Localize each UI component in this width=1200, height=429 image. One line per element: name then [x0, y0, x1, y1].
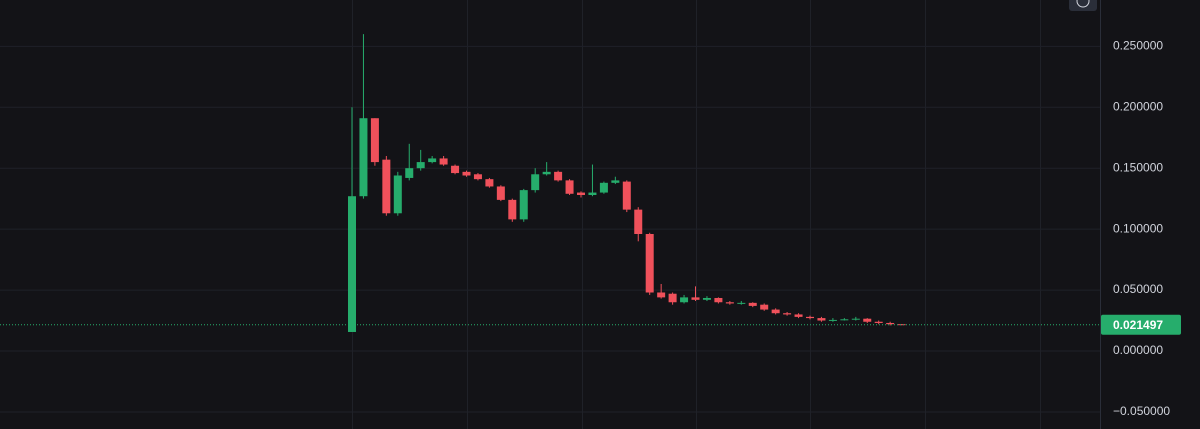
candle-body	[542, 171, 551, 175]
y-tick-label: 0.000000	[1113, 343, 1163, 357]
candle-body	[462, 171, 471, 176]
candle-body	[863, 318, 872, 322]
y-tick-label: 0.250000	[1113, 38, 1163, 52]
candle-body	[519, 190, 528, 220]
candle-body	[760, 304, 769, 310]
candle-body	[691, 297, 700, 300]
candle-body	[886, 322, 895, 325]
candle-body	[840, 319, 849, 321]
candle-body	[565, 180, 574, 194]
candle-body	[634, 209, 643, 234]
candle-body	[348, 196, 356, 332]
candle-body	[405, 168, 414, 178]
candle-body	[668, 293, 677, 303]
candle-body	[783, 313, 792, 315]
candle-body	[657, 292, 666, 298]
candle-body	[874, 321, 883, 323]
candle-body	[771, 309, 780, 314]
candle-body	[473, 174, 482, 180]
candle-body	[897, 324, 906, 326]
candle-body	[806, 316, 814, 319]
candle-body	[359, 118, 368, 197]
settings-button-bg[interactable]	[1069, 0, 1097, 11]
candle-body	[725, 302, 734, 304]
candle-body	[702, 297, 711, 300]
candle-body	[714, 297, 723, 303]
candle-body	[577, 192, 585, 195]
candle-body	[737, 302, 746, 304]
candle-body	[508, 199, 517, 220]
candle-body	[439, 158, 448, 165]
candle-body	[485, 179, 494, 187]
last-price-badge	[1101, 314, 1181, 335]
y-tick-label: −0.050000	[1113, 404, 1170, 418]
y-tick-label: 0.150000	[1113, 160, 1163, 174]
candle-body	[748, 302, 757, 306]
candle-body	[382, 159, 391, 214]
candle-body	[851, 318, 860, 320]
candle-body	[828, 319, 837, 321]
candle-body	[622, 181, 631, 210]
candle-body	[794, 314, 803, 317]
y-tick-label: 0.200000	[1113, 99, 1163, 113]
candle-body	[588, 192, 597, 195]
candles	[348, 34, 906, 332]
y-tick-label: 0.100000	[1113, 221, 1163, 235]
settings-button[interactable]	[1069, 0, 1097, 11]
candle-body	[451, 165, 460, 174]
candle-body	[416, 162, 425, 169]
grid	[0, 0, 1100, 429]
candle-body	[817, 318, 826, 321]
settings-icon[interactable]	[1076, 0, 1090, 8]
candle-body	[496, 186, 505, 200]
candle-body	[599, 182, 608, 193]
candle-body	[680, 297, 689, 303]
candle-body	[554, 171, 563, 181]
last-price-label: 0.021497	[1113, 318, 1163, 332]
candle-body	[428, 158, 437, 163]
candle-body	[645, 234, 654, 293]
candle-body	[531, 174, 540, 191]
y-tick-label: 0.050000	[1113, 282, 1163, 296]
candle-body	[393, 175, 402, 214]
candle-body	[611, 180, 620, 183]
candle-body	[370, 118, 379, 163]
